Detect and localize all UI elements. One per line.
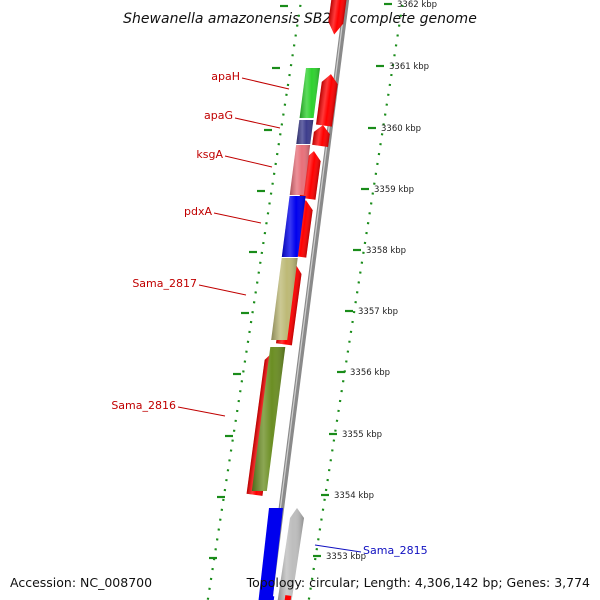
gene-label-pdxa[interactable]: pdxA: [184, 205, 262, 224]
cds-feature-small: [284, 595, 292, 600]
callout-line: [198, 284, 247, 296]
gene-label-text: apaH: [211, 70, 240, 83]
tick-3358: 3358 kbp: [249, 246, 406, 256]
cds-forward-feature: [312, 125, 330, 147]
tick-label: 3358 kbp: [366, 246, 406, 256]
callout-line: [241, 77, 290, 90]
callout-line: [224, 155, 273, 168]
tick-label: 3353 kbp: [326, 552, 366, 562]
topology-text: Topology: circular; Length: 4,306,142 bp…: [246, 575, 590, 590]
gene-block-sama-2817: [271, 258, 298, 340]
cds-feature-small: [263, 595, 275, 600]
tick-3359: 3359 kbp: [257, 185, 414, 195]
tick-3362: 3362 kbp: [280, 0, 437, 10]
tick-label: 3360 kbp: [381, 124, 421, 134]
tick-label: 3355 kbp: [342, 430, 382, 440]
gene-block-ksga: [289, 145, 311, 195]
tick-3355: 3355 kbp: [225, 430, 382, 440]
gene-block-sama-2816: [251, 347, 286, 491]
accession-text: Accession: NC_008700: [10, 575, 152, 590]
callout-line: [213, 212, 262, 224]
gene-label-sama-2815[interactable]: Sama_2815: [314, 544, 428, 557]
cds-forward-feature: [316, 74, 338, 127]
gene-labels: apaH apaG ksgA pdxA Sama_2817 Sama_2816 Sama_2…: [111, 70, 427, 557]
gene-label-text: Sama_2816: [111, 399, 176, 412]
gene-label-sama-2816[interactable]: Sama_2816: [111, 399, 226, 417]
tick-label: 3362 kbp: [397, 0, 437, 10]
gene-label-text: Sama_2817: [132, 277, 197, 290]
callout-line: [234, 117, 281, 129]
callout-line: [177, 406, 226, 417]
gene-block-apah: [299, 68, 320, 118]
gene-label-text: Sama_2815: [363, 544, 428, 557]
gene-block-pdxa: [281, 196, 306, 257]
tick-label: 3359 kbp: [374, 185, 414, 195]
map-title: Shewanella amazonensis SB2B, complete ge…: [123, 11, 477, 27]
tick-3357: 3357 kbp: [241, 307, 398, 317]
major-ticks: 3362 kbp 3361 kbp 3360 kbp 3359 kbp 3358 kbp…: [209, 0, 437, 562]
gene-block-sama-2815: [258, 508, 304, 600]
gene-label-apah[interactable]: apaH: [211, 70, 290, 90]
tick-3354: 3354 kbp: [217, 491, 374, 501]
gene-label-text: apaG: [204, 109, 233, 122]
tick-3361: 3361 kbp: [272, 62, 429, 72]
gene-label-sama-2817[interactable]: Sama_2817: [132, 277, 247, 296]
gene-block-apag: [296, 120, 314, 144]
callout-line: [314, 544, 362, 553]
cds-forward-feature: [328, 0, 349, 35]
gene-label-ksga[interactable]: ksgA: [196, 148, 273, 168]
gene-label-text: pdxA: [184, 205, 212, 218]
tick-label: 3356 kbp: [350, 368, 390, 378]
tick-3360: 3360 kbp: [264, 124, 421, 134]
tick-3356: 3356 kbp: [233, 368, 390, 378]
tick-label: 3354 kbp: [334, 491, 374, 501]
gene-label-text: ksgA: [196, 148, 223, 161]
tick-label: 3361 kbp: [389, 62, 429, 72]
gene-features: [251, 68, 320, 600]
tick-3353: 3353 kbp: [209, 552, 366, 562]
gene-label-apag[interactable]: apaG: [204, 109, 281, 129]
tick-label: 3357 kbp: [358, 307, 398, 317]
bottom-features: [263, 595, 292, 600]
